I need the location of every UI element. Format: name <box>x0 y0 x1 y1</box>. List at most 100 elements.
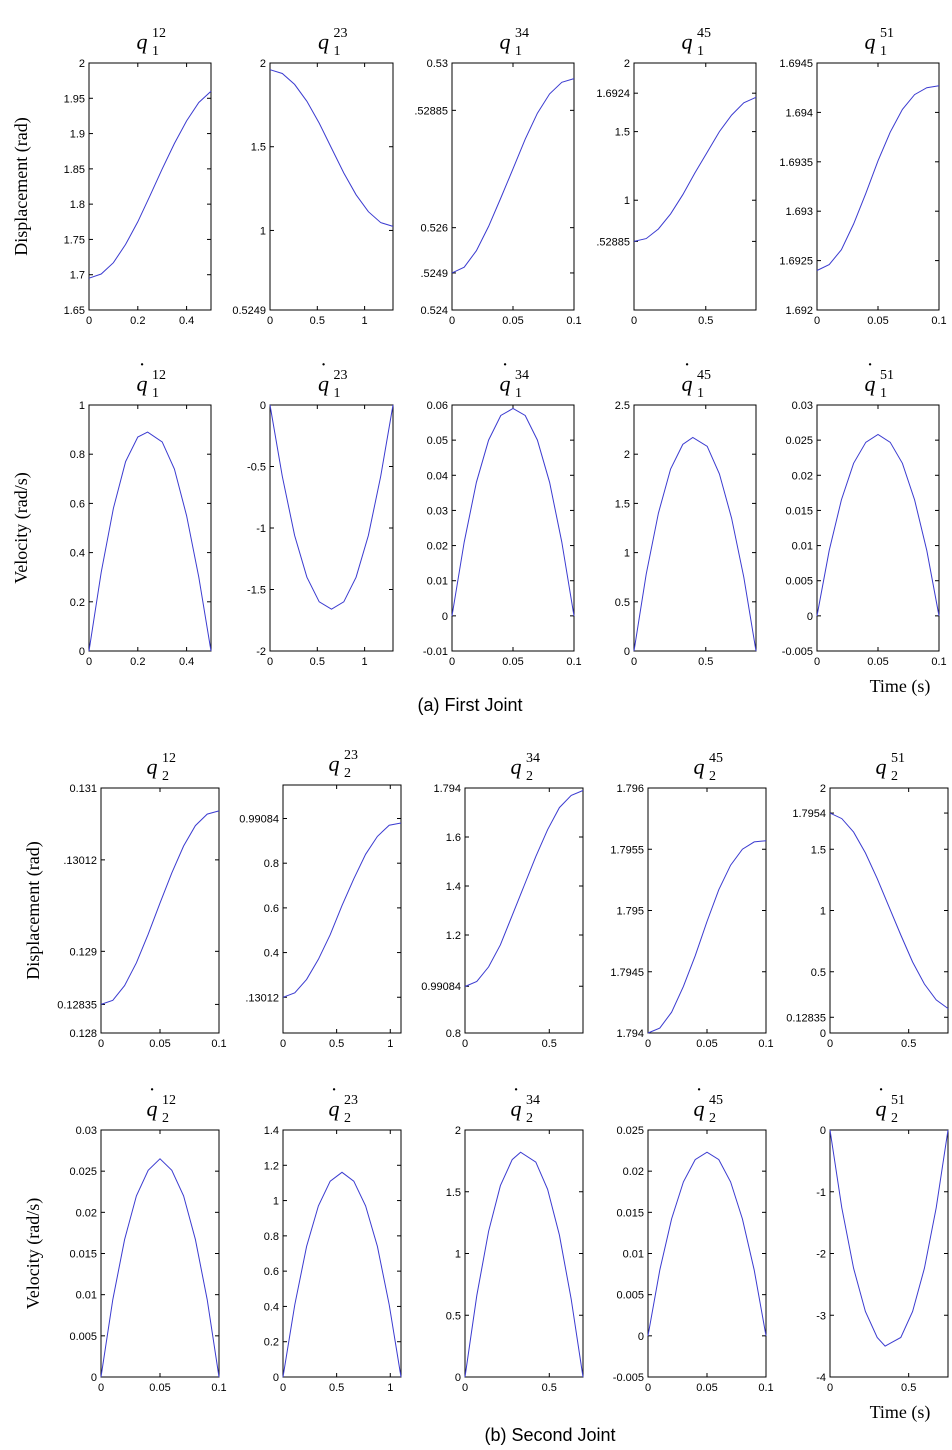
title-superscript: 12 <box>152 26 166 41</box>
title-dot: ˙ <box>877 1083 884 1108</box>
y-tick-label: 1.5 <box>615 127 630 139</box>
series-line <box>451 407 575 616</box>
title-superscript: 23 <box>344 1093 358 1108</box>
x-tick-label: 0 <box>827 1038 833 1050</box>
y-tick-label: 0 <box>260 400 266 412</box>
y-tick-label: 1.4 <box>264 1125 279 1137</box>
title-subscript: 1 <box>334 44 341 59</box>
series-line <box>816 85 940 271</box>
y-tick-label: 0.5 <box>811 967 826 979</box>
y-tick-label: 0.6 <box>264 903 279 915</box>
y-tick-label: 1.9 <box>70 129 85 141</box>
subplot-1: 1.65 1.7 1.75 1.8 1.85 1.9 1.95 2 0 0.2 0.4 q 12 1 Dis… <box>11 26 212 327</box>
y-tick-label: 0 <box>624 646 630 658</box>
y-tick-label: -0.005 <box>613 1372 644 1384</box>
x-tick-label: 0.5 <box>901 1038 916 1050</box>
x-tick-label: 0.1 <box>758 1382 773 1394</box>
plot-frame <box>282 784 402 1034</box>
title-superscript: 51 <box>891 1093 905 1108</box>
x-tick-label: 1 <box>387 1382 393 1394</box>
x-axis-label: Time (s) <box>870 676 931 697</box>
y-tick-label: 0.02 <box>623 1166 644 1178</box>
y-tick-label: .52885 <box>596 236 630 248</box>
y-tick-label: 2 <box>624 449 630 461</box>
y-tick-label: 0.6 <box>70 498 85 510</box>
y-tick-label: 1.2 <box>446 930 461 942</box>
y-tick-label: 0.015 <box>69 1249 97 1261</box>
x-tick-label: 0.1 <box>211 1038 226 1050</box>
plot-frame <box>464 787 584 1034</box>
title-symbol: q <box>329 751 340 776</box>
y-tick-label: 0.015 <box>616 1207 644 1219</box>
plot-frame <box>100 787 220 1034</box>
y-tick-label: -1 <box>816 1187 826 1199</box>
title-superscript: 45 <box>697 26 711 41</box>
y-tick-label: 0.526 <box>420 223 448 235</box>
y-tick-label: 0.8 <box>264 858 279 870</box>
x-tick-label: 0 <box>449 315 455 327</box>
y-tick-label: 1.795 <box>616 906 644 918</box>
title-superscript: 34 <box>515 368 529 383</box>
series-line <box>829 1129 949 1347</box>
title-symbol: q <box>876 754 887 779</box>
x-tick-label: 0 <box>267 656 273 668</box>
x-tick-label: 0 <box>86 656 92 668</box>
title-subscript: 2 <box>162 1111 169 1126</box>
title-dot: ˙ <box>683 358 690 383</box>
x-tick-label: 0 <box>267 315 273 327</box>
y-tick-label: 2 <box>455 1125 461 1137</box>
title-superscript: 12 <box>162 1093 176 1108</box>
x-tick-label: 0.5 <box>698 656 713 668</box>
title-symbol: q <box>694 1096 705 1121</box>
plot-frame <box>269 62 394 311</box>
y-tick-label: 0.04 <box>427 470 448 482</box>
y-tick-label: 0.128 <box>69 1028 97 1040</box>
series-line <box>100 810 220 1005</box>
y-tick-label: 1.4 <box>446 881 461 893</box>
y-tick-label: 0.2 <box>70 597 85 609</box>
series-line <box>647 1151 767 1336</box>
subplot-18: 0 0.5 1 1.5 2 0 0.5 q˙ 34 2 <box>446 1083 584 1394</box>
x-tick-label: 0 <box>814 315 820 327</box>
plot-frame <box>269 404 394 652</box>
x-tick-label: 0.2 <box>130 315 145 327</box>
y-tick-label: -1.5 <box>247 585 266 597</box>
subplot-title: q 34 2 <box>511 751 541 784</box>
y-tick-label: -0.005 <box>782 646 813 658</box>
title-subscript: 1 <box>697 386 704 401</box>
y-tick-label: 0.129 <box>69 946 97 958</box>
x-tick-label: 0.5 <box>698 315 713 327</box>
title-symbol: q <box>511 754 522 779</box>
subplot-17: 0 0.2 0.4 0.6 0.8 1 1.2 1.4 0 0.5 1 q˙ 23 2 <box>264 1083 402 1394</box>
y-tick-label: 1.796 <box>616 783 644 795</box>
subplot-title: q˙ 34 1 <box>500 358 530 401</box>
title-subscript: 2 <box>526 769 533 784</box>
subplot-9: 0 0.5 1 1.5 2 2.5 0 0.5 q˙ 45 1 <box>615 358 757 668</box>
y-tick-label: 1.6935 <box>779 157 813 169</box>
y-tick-label: 0.06 <box>427 400 448 412</box>
y-tick-label: 0.5 <box>615 597 630 609</box>
y-tick-label: .13012 <box>245 992 279 1004</box>
x-tick-label: 0.5 <box>542 1382 557 1394</box>
x-tick-label: 0 <box>280 1382 286 1394</box>
subplot-title: q 23 1 <box>318 26 348 59</box>
title-symbol: q <box>865 29 876 54</box>
y-tick-label: 0 <box>79 646 85 658</box>
subplot-title: q˙ 23 2 <box>329 1083 359 1126</box>
x-tick-label: 0.05 <box>867 315 888 327</box>
title-superscript: 12 <box>152 368 166 383</box>
plot-frame <box>464 1129 584 1378</box>
title-symbol: q <box>694 754 705 779</box>
subplot-title: q˙ 23 1 <box>318 358 348 401</box>
title-symbol: q <box>865 371 876 396</box>
y-tick-label: 0.6 <box>264 1266 279 1278</box>
y-tick-label: 0.03 <box>76 1125 97 1137</box>
y-tick-label: 0.4 <box>264 948 279 960</box>
y-tick-label: 0 <box>455 1372 461 1384</box>
x-tick-label: 0.1 <box>931 656 946 668</box>
y-tick-label: 0.01 <box>792 541 813 553</box>
subplot-title: q˙ 34 2 <box>511 1083 541 1126</box>
